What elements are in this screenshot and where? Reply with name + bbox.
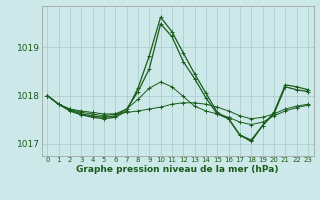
X-axis label: Graphe pression niveau de la mer (hPa): Graphe pression niveau de la mer (hPa)	[76, 165, 279, 174]
